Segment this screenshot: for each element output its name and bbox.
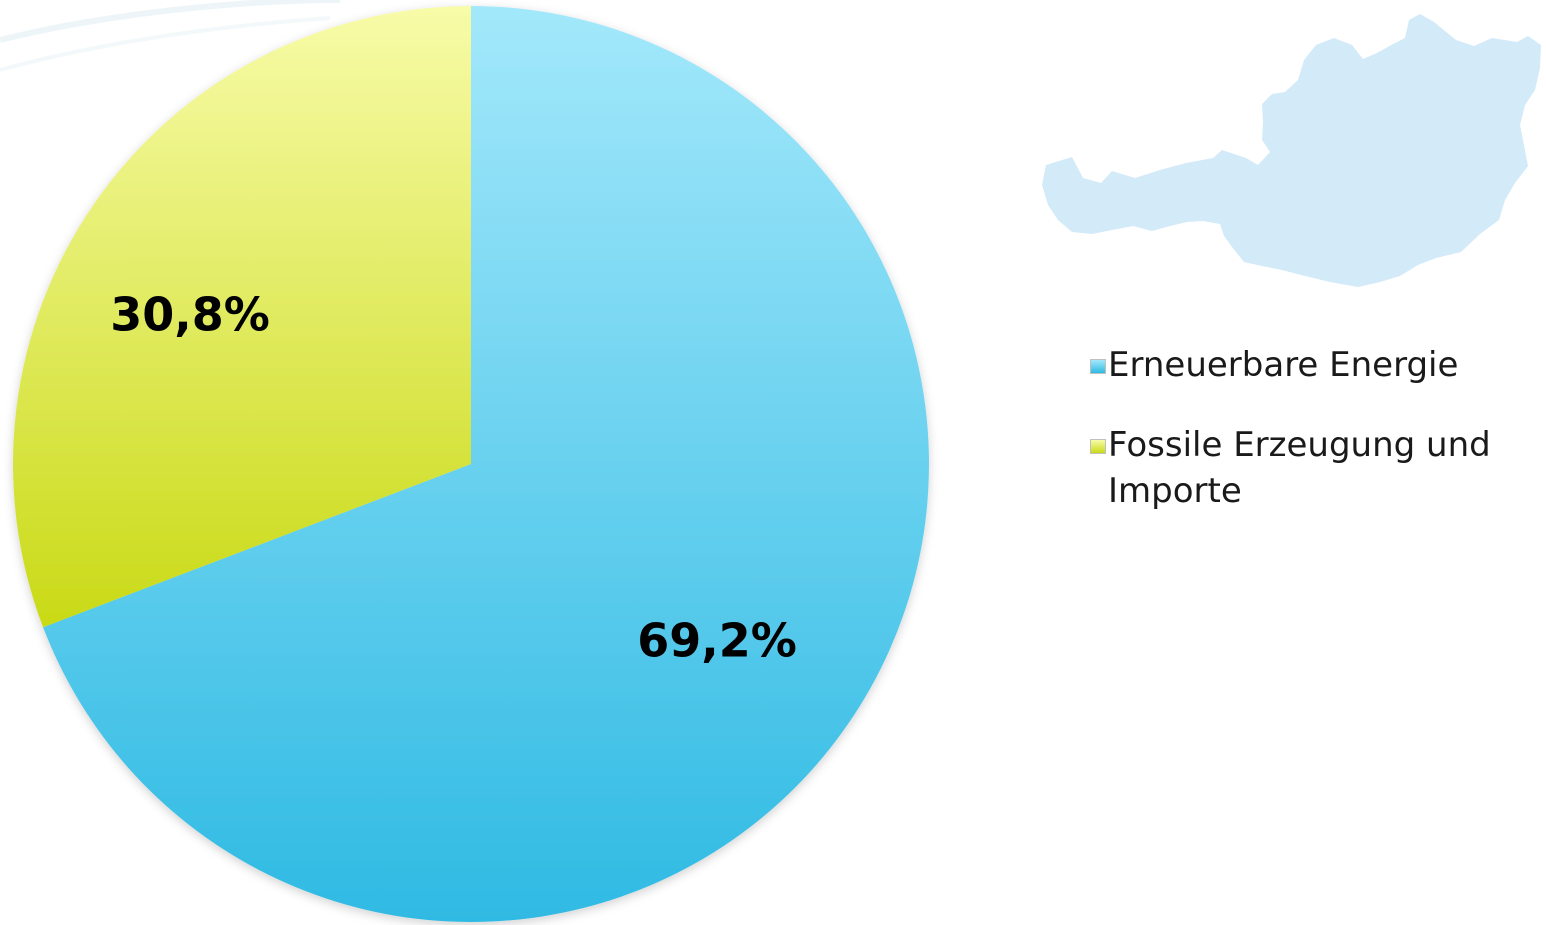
data-label: 69,2% xyxy=(637,614,797,668)
legend-label: Fossile Erzeugung und Importe xyxy=(1108,425,1491,511)
legend-item-fossile: Fossile Erzeugung und Importe xyxy=(1090,422,1546,514)
background-swirl-2 xyxy=(0,16,331,72)
pie-slice-erneuerbare xyxy=(43,6,929,922)
pie-slice-fossile xyxy=(12,6,472,628)
legend-label: Erneuerbare Energie xyxy=(1108,345,1459,385)
background-swirl xyxy=(0,0,341,43)
austria-map-icon xyxy=(1042,14,1541,287)
data-label: 30,8% xyxy=(110,288,270,342)
chart-legend: Erneuerbare Energie Fossile Erzeugung un… xyxy=(1090,342,1546,548)
legend-swatch-icon xyxy=(1090,359,1106,374)
legend-item-erneuerbare: Erneuerbare Energie xyxy=(1090,342,1546,388)
pie-chart xyxy=(12,6,929,922)
legend-swatch-icon xyxy=(1090,439,1106,454)
pie-labels: 69,2% 30,8% xyxy=(110,288,797,668)
